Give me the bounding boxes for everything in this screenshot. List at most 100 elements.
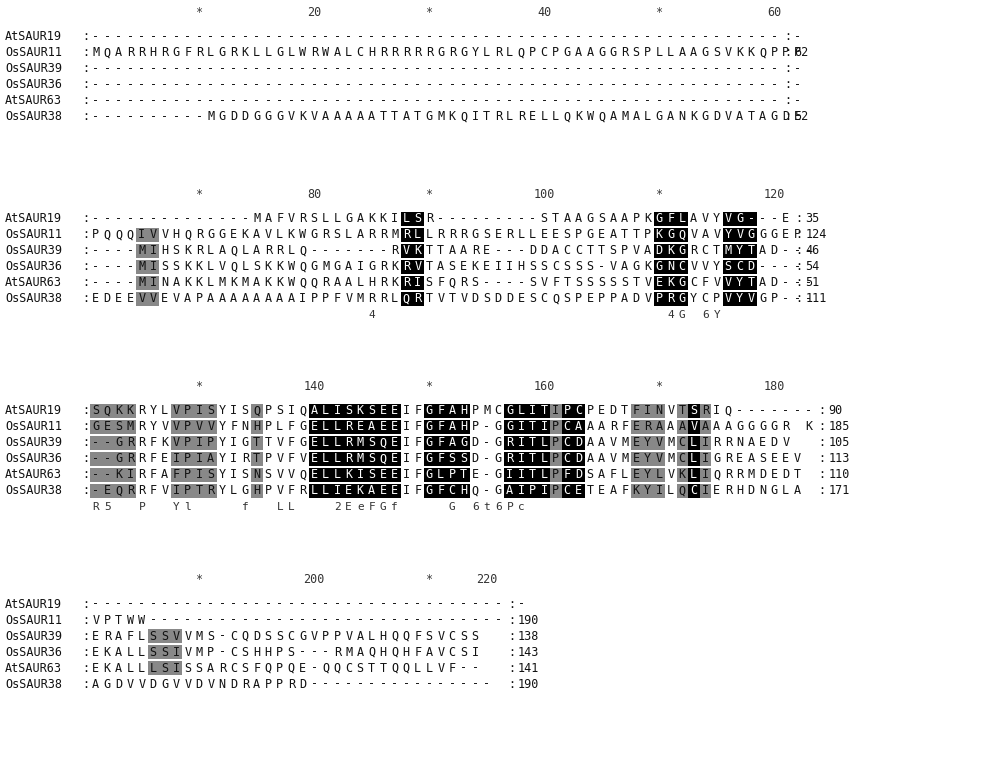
Text: K: K xyxy=(736,46,743,59)
Bar xyxy=(631,483,642,498)
Text: -: - xyxy=(483,79,490,92)
Text: -: - xyxy=(368,598,375,611)
Text: -: - xyxy=(495,277,502,289)
Text: V: V xyxy=(736,228,743,241)
Text: :: : xyxy=(784,79,791,92)
Text: S: S xyxy=(242,469,249,482)
Text: R: R xyxy=(426,46,433,59)
Text: :: : xyxy=(818,405,826,418)
Text: -: - xyxy=(713,31,720,43)
Text: S: S xyxy=(725,261,732,274)
Text: P: P xyxy=(184,405,191,418)
Text: -: - xyxy=(621,62,628,76)
Bar xyxy=(722,227,734,242)
Text: -: - xyxy=(495,31,502,43)
Text: G: G xyxy=(713,453,720,466)
Text: S: S xyxy=(633,46,640,59)
Text: I: I xyxy=(518,484,525,497)
Text: OsSAUR36: OsSAUR36 xyxy=(5,261,62,274)
Text: S: S xyxy=(173,261,180,274)
Bar xyxy=(516,468,527,482)
Text: 140: 140 xyxy=(304,380,325,393)
Text: S: S xyxy=(529,292,536,305)
Bar xyxy=(182,404,194,418)
Text: G: G xyxy=(219,110,226,123)
Bar xyxy=(654,291,665,306)
Text: P: P xyxy=(322,629,329,642)
Bar xyxy=(700,452,711,466)
Bar xyxy=(148,291,159,306)
Bar xyxy=(205,436,216,450)
Text: D: D xyxy=(771,436,778,449)
Text: S: S xyxy=(92,405,99,418)
Text: :: : xyxy=(82,79,89,92)
Text: C: C xyxy=(679,261,686,274)
Text: E: E xyxy=(518,292,525,305)
Text: H: H xyxy=(161,244,168,258)
Text: 160: 160 xyxy=(534,380,555,393)
Text: V: V xyxy=(173,420,180,433)
Text: -: - xyxy=(736,62,743,76)
Text: OsSAUR38: OsSAUR38 xyxy=(5,292,62,305)
Text: L: L xyxy=(414,662,421,675)
Text: -: - xyxy=(472,213,479,225)
Text: M: M xyxy=(219,277,226,289)
Text: P: P xyxy=(184,420,191,433)
Text: -: - xyxy=(598,79,605,92)
Text: L: L xyxy=(322,213,329,225)
Text: -: - xyxy=(230,213,237,225)
Text: M: M xyxy=(138,261,145,274)
Text: V: V xyxy=(288,469,295,482)
Bar xyxy=(113,452,124,466)
Text: D: D xyxy=(782,110,789,123)
Text: -: - xyxy=(219,614,226,627)
Bar xyxy=(170,629,182,643)
Text: K: K xyxy=(104,662,111,675)
Text: I: I xyxy=(230,453,237,466)
Text: L: L xyxy=(426,662,433,675)
Text: H: H xyxy=(173,228,180,241)
Bar xyxy=(412,276,424,290)
Bar xyxy=(642,468,654,482)
Text: E: E xyxy=(633,420,640,433)
Text: -: - xyxy=(265,79,272,92)
Text: L: L xyxy=(541,436,548,449)
Text: -: - xyxy=(564,95,571,107)
Text: :: : xyxy=(784,110,791,123)
Text: I: I xyxy=(518,420,525,433)
Text: P: P xyxy=(552,453,559,466)
Text: C: C xyxy=(449,484,456,497)
Text: R: R xyxy=(127,46,134,59)
Bar xyxy=(746,260,757,274)
Text: C: C xyxy=(495,405,502,418)
Text: -: - xyxy=(598,95,605,107)
Bar xyxy=(538,404,550,418)
Text: K: K xyxy=(184,261,191,274)
Bar xyxy=(654,452,665,466)
Text: -: - xyxy=(414,95,421,107)
Text: -: - xyxy=(690,79,697,92)
Text: -: - xyxy=(564,31,571,43)
Text: S: S xyxy=(334,228,341,241)
Text: P: P xyxy=(334,629,341,642)
Text: -: - xyxy=(288,62,295,76)
Text: -: - xyxy=(460,678,467,691)
Text: -: - xyxy=(104,598,111,611)
Text: 180: 180 xyxy=(764,380,785,393)
Text: -: - xyxy=(161,62,168,76)
Text: D: D xyxy=(115,678,122,691)
Text: G: G xyxy=(564,46,571,59)
Text: G: G xyxy=(115,453,122,466)
Text: A: A xyxy=(161,469,168,482)
Text: 124: 124 xyxy=(806,228,827,241)
Text: -: - xyxy=(782,292,789,305)
Text: E: E xyxy=(483,261,490,274)
Text: V: V xyxy=(667,469,674,482)
Text: S: S xyxy=(564,228,571,241)
Text: A: A xyxy=(322,110,329,123)
Text: L: L xyxy=(288,502,295,512)
Text: :: : xyxy=(82,277,89,289)
Text: -: - xyxy=(173,110,180,123)
Text: G: G xyxy=(667,228,674,241)
Text: K: K xyxy=(805,420,812,433)
